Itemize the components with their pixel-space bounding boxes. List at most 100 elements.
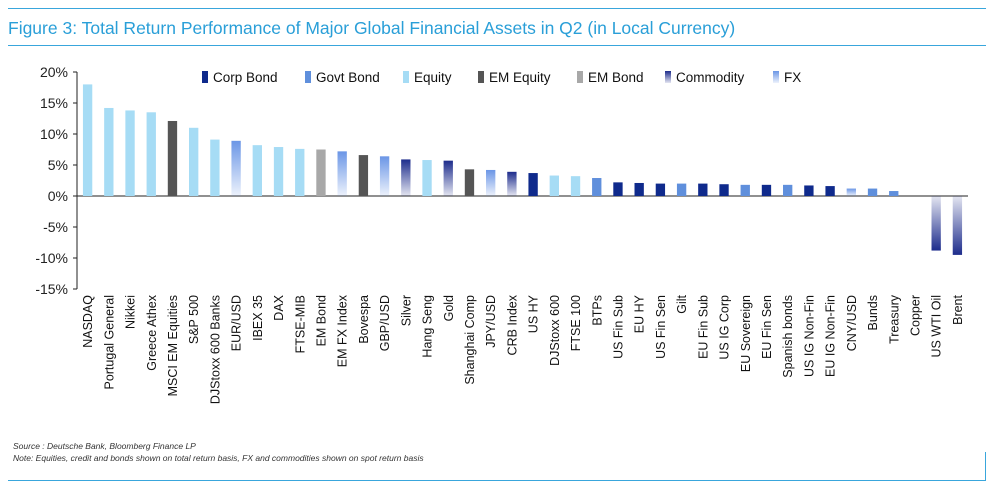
bar: [379, 156, 390, 196]
bar-chart: -15% -10% -5% 0% 5% 10% 15% 20% NASDAQ Portugal …: [35, 64, 968, 404]
source-note: Source : Deutsche Bank, Bloomberg Financ…: [13, 441, 196, 451]
bar: [804, 185, 814, 196]
x-tick-label: Bunds: [866, 295, 880, 330]
bar: [740, 184, 750, 196]
x-tick-label: DJStoxx 600 Banks: [208, 295, 222, 404]
x-tick-label: EUR/USD: [230, 295, 244, 351]
bar: [443, 160, 453, 196]
x-tick-label: FTSE-MIB: [293, 295, 307, 353]
legend-label-em-bond: EM Bond: [588, 70, 644, 85]
bar: [337, 151, 347, 196]
legend-swatch-equity: [403, 71, 409, 83]
bar: [570, 176, 581, 196]
x-tick-label: EU Fin Sub: [696, 295, 710, 359]
bars: [82, 84, 963, 255]
legend-label-em-equity: EM Equity: [489, 70, 551, 85]
bar: [825, 186, 835, 196]
x-tick-label: US Fin Sen: [654, 295, 668, 359]
x-tick-label: S&P 500: [187, 295, 201, 344]
legend-swatch-em-equity: [478, 71, 484, 83]
x-tick-label: MSCI EM Equities: [166, 295, 180, 396]
frame-right-rule: [985, 452, 986, 481]
frame-bottom-rule: [8, 480, 986, 481]
bar: [146, 112, 156, 196]
legend-label-equity: Equity: [414, 70, 452, 85]
x-tick-label: FTSE 100: [569, 295, 583, 351]
x-tick-label: US HY: [527, 294, 541, 333]
x-tick-label: Greece Athex: [145, 294, 159, 370]
x-tick-label: Hang Seng: [421, 295, 435, 358]
x-tick-label: Bovespa: [357, 295, 371, 344]
x-tick-label: US Fin Sub: [611, 295, 625, 359]
x-tick-label: IBEX 35: [251, 295, 265, 341]
bar: [507, 171, 517, 196]
title-bottom-rule: [8, 45, 986, 46]
x-tick-label: CNY/USD: [845, 295, 859, 351]
bar: [167, 120, 178, 196]
y-tick-label: -15%: [35, 281, 68, 297]
bar: [783, 184, 793, 196]
bar: [189, 127, 199, 196]
x-tick-label: US WTI Oil: [930, 295, 944, 358]
bar: [846, 188, 856, 196]
x-tick-label: Silver: [399, 295, 413, 326]
x-tick-label: BTPs: [590, 295, 604, 326]
bar: [422, 160, 432, 196]
y-tick-label: 15%: [40, 95, 68, 111]
x-tick-label: NASDAQ: [81, 295, 95, 348]
legend-label-commodity: Commodity: [676, 70, 745, 85]
bar: [464, 169, 475, 196]
x-tick-label: Copper: [908, 295, 922, 336]
bar: [82, 84, 93, 196]
bar: [358, 155, 369, 196]
bar: [231, 140, 241, 196]
legend-swatch-govt-bond: [305, 71, 311, 83]
bar: [719, 184, 729, 196]
x-tick-label: Spanish bonds: [781, 295, 795, 378]
bar: [295, 148, 305, 196]
footnote: Note: Equities, credit and bonds shown o…: [13, 453, 424, 463]
x-tick-label: CRB Index: [505, 294, 519, 355]
bar: [931, 196, 941, 251]
x-tick-label: GBP/USD: [378, 295, 392, 351]
y-tick-label: -5%: [43, 219, 68, 235]
bar: [592, 178, 602, 196]
legend: Corp Bond Govt Bond Equity EM Equity EM Bond…: [202, 70, 801, 85]
y-tick-label: 20%: [40, 64, 68, 80]
y-tick-label: 5%: [48, 157, 68, 173]
x-tick-label: EU Fin Sen: [760, 295, 774, 359]
x-tick-label: DAX: [272, 294, 286, 320]
bar: [125, 110, 135, 196]
legend-swatch-fx: [773, 71, 779, 83]
x-axis-labels: NASDAQ Portugal General Nikkei Greece Athex…: [81, 294, 965, 404]
bar: [210, 139, 220, 196]
x-tick-label: Shanghai Comp: [463, 295, 477, 385]
bar: [273, 147, 284, 196]
legend-swatch-commodity: [665, 71, 671, 83]
x-tick-label: EU IG Non-Fin: [824, 295, 838, 377]
legend-swatch-corp-bond: [202, 71, 208, 83]
y-tick-label: -10%: [35, 250, 68, 266]
x-tick-label: EU HY: [633, 294, 647, 333]
y-tick-label: 0%: [48, 188, 68, 204]
x-tick-label: EU Sovereign: [739, 295, 753, 372]
bar: [486, 169, 496, 196]
chart-title: Figure 3: Total Return Performance of Ma…: [8, 18, 736, 38]
bar: [952, 196, 963, 255]
bar: [634, 182, 644, 196]
x-tick-label: US IG Corp: [718, 295, 732, 360]
x-tick-label: EM Bond: [314, 295, 328, 346]
x-tick-label: DJStoxx 600: [548, 295, 562, 366]
legend-label-corp-bond: Corp Bond: [213, 70, 278, 85]
bar: [613, 182, 623, 196]
bar: [698, 183, 708, 196]
x-tick-label: EM FX Index: [336, 294, 350, 367]
legend-swatch-em-bond: [577, 71, 583, 83]
x-tick-label: Portugal General: [102, 295, 116, 390]
legend-label-fx: FX: [784, 70, 801, 85]
y-axis: -15% -10% -5% 0% 5% 10% 15% 20%: [35, 64, 968, 297]
bar: [104, 107, 114, 196]
bar: [867, 188, 878, 196]
legend-label-govt-bond: Govt Bond: [316, 70, 380, 85]
